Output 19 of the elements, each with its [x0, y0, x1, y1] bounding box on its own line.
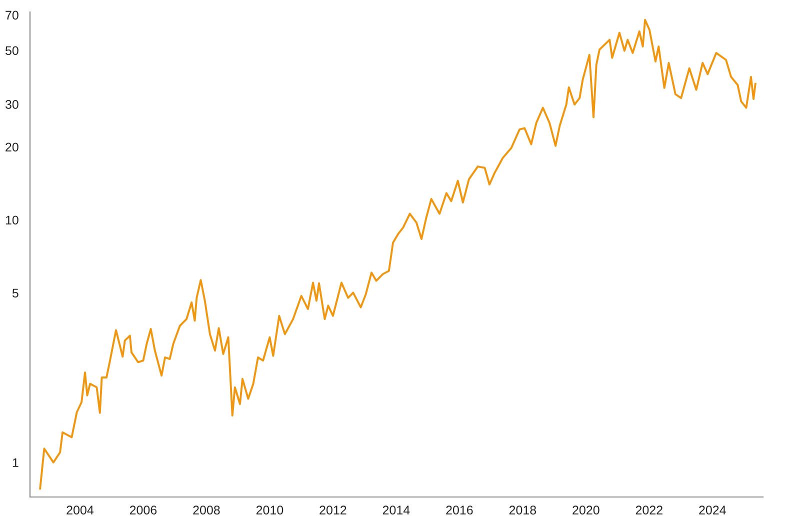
- x-tick-label: 2004: [66, 506, 94, 515]
- y-tick-label: 70: [6, 10, 18, 20]
- y-tick-label: 1: [12, 458, 18, 467]
- x-tick-label: 2006: [130, 506, 157, 515]
- x-tick-label: 2014: [382, 506, 410, 515]
- x-tick-label: 2016: [446, 506, 473, 515]
- y-tick-label: 5: [12, 288, 18, 298]
- x-tick-label: 2012: [320, 506, 346, 515]
- x-tick-label: 2020: [572, 506, 600, 515]
- y-tick-label: 10: [6, 216, 18, 225]
- x-tick-label: 2008: [193, 506, 220, 515]
- x-tick-label: 2018: [509, 506, 536, 515]
- y-tick-label: 50: [5, 46, 18, 56]
- x-tick-label: 2010: [256, 506, 284, 515]
- x-tick-label: 2024: [699, 506, 726, 515]
- x-tick-label: 2022: [636, 506, 662, 515]
- y-tick-label: 30: [5, 100, 18, 109]
- line-series: [39, 18, 756, 490]
- y-tick-label: 20: [6, 142, 18, 152]
